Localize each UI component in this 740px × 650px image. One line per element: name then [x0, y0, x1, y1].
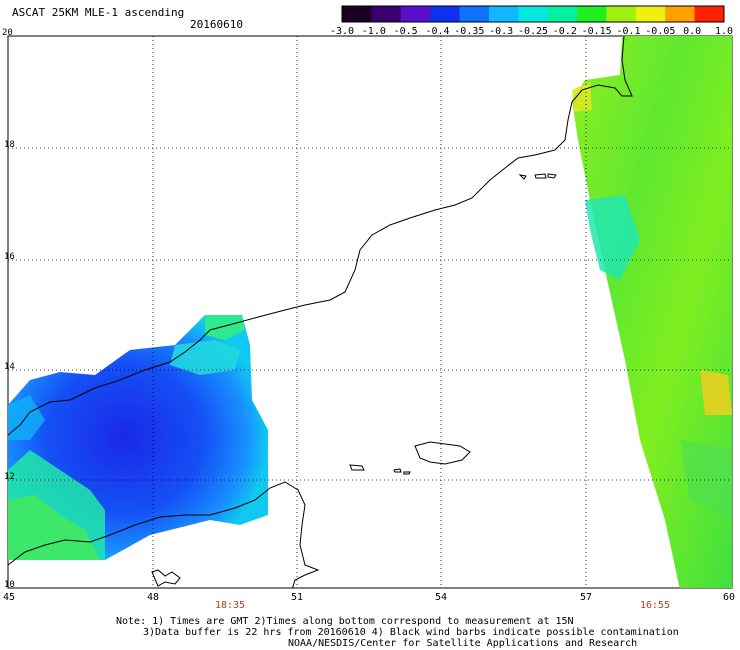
time-left: 18:35	[214, 600, 246, 611]
lat-lon-grid	[8, 36, 732, 588]
colorbar-swatch	[694, 6, 725, 22]
colorbar-swatch	[459, 6, 490, 22]
x-label-60: 60	[722, 592, 736, 603]
colorbar-swatch	[371, 6, 402, 22]
x-label-51: 51	[290, 592, 304, 603]
coastline	[8, 36, 633, 588]
x-label-48: 48	[146, 592, 160, 603]
colorbar-swatch	[400, 6, 431, 22]
x-label-54: 54	[434, 592, 448, 603]
y-label-10: 10	[4, 580, 15, 590]
date-label: 20160610	[190, 18, 243, 31]
y-label-18: 18	[4, 140, 15, 150]
colorbar-swatch	[488, 6, 519, 22]
colorbar-tick-label: -0.05	[645, 26, 676, 37]
colorbar-tick-label: -0.35	[454, 26, 485, 37]
page-title: ASCAT 25KM MLE-1 ascending	[12, 6, 185, 19]
x-label-45: 45	[2, 592, 16, 603]
colorbar-tick-label: -0.4	[425, 26, 450, 37]
colorbar-swatch	[635, 6, 666, 22]
colorbar-swatch	[606, 6, 637, 22]
colorbar-tick-label: -0.15	[581, 26, 612, 37]
note-line-2: 3)Data buffer is 22 hrs from 20160610 4)…	[143, 627, 679, 638]
colorbar-tick-label: -0.3	[489, 26, 514, 37]
y-label-12: 12	[4, 472, 15, 482]
colorbar-tick-label: 1.0	[714, 26, 734, 37]
colorbar-swatch	[665, 6, 696, 22]
colorbar-tick-label: -1.0	[361, 26, 386, 37]
colorbar-swatch	[547, 6, 578, 22]
right-swath	[572, 36, 732, 588]
time-right: 16:55	[639, 600, 671, 611]
note-line-3: NOAA/NESDIS/Center for Satellite Applica…	[288, 638, 638, 649]
colorbar-tick-label: -3.0	[329, 26, 355, 37]
colorbar-swatch	[518, 6, 549, 22]
y-label-14: 14	[4, 362, 15, 372]
colorbar-tick-label: -0.5	[393, 26, 418, 37]
colorbar-swatch	[577, 6, 607, 22]
colorbar-swatch	[430, 6, 461, 22]
colorbar-swatch	[342, 6, 372, 22]
note-line-1: Note: 1) Times are GMT 2)Times along bot…	[116, 616, 574, 627]
left-swath	[8, 315, 268, 560]
y-label-16: 16	[4, 252, 15, 262]
y-label-20: 20	[2, 28, 13, 38]
colorbar-tick-label: -0.2	[552, 26, 577, 37]
x-label-57: 57	[579, 592, 593, 603]
colorbar-tick-label: -0.25	[517, 26, 549, 37]
colorbar-tick-label: -0.1	[616, 26, 641, 37]
colorbar-tick-label: 0.0	[683, 26, 702, 37]
colorbar-border	[341, 5, 725, 23]
colorbar	[341, 5, 725, 23]
